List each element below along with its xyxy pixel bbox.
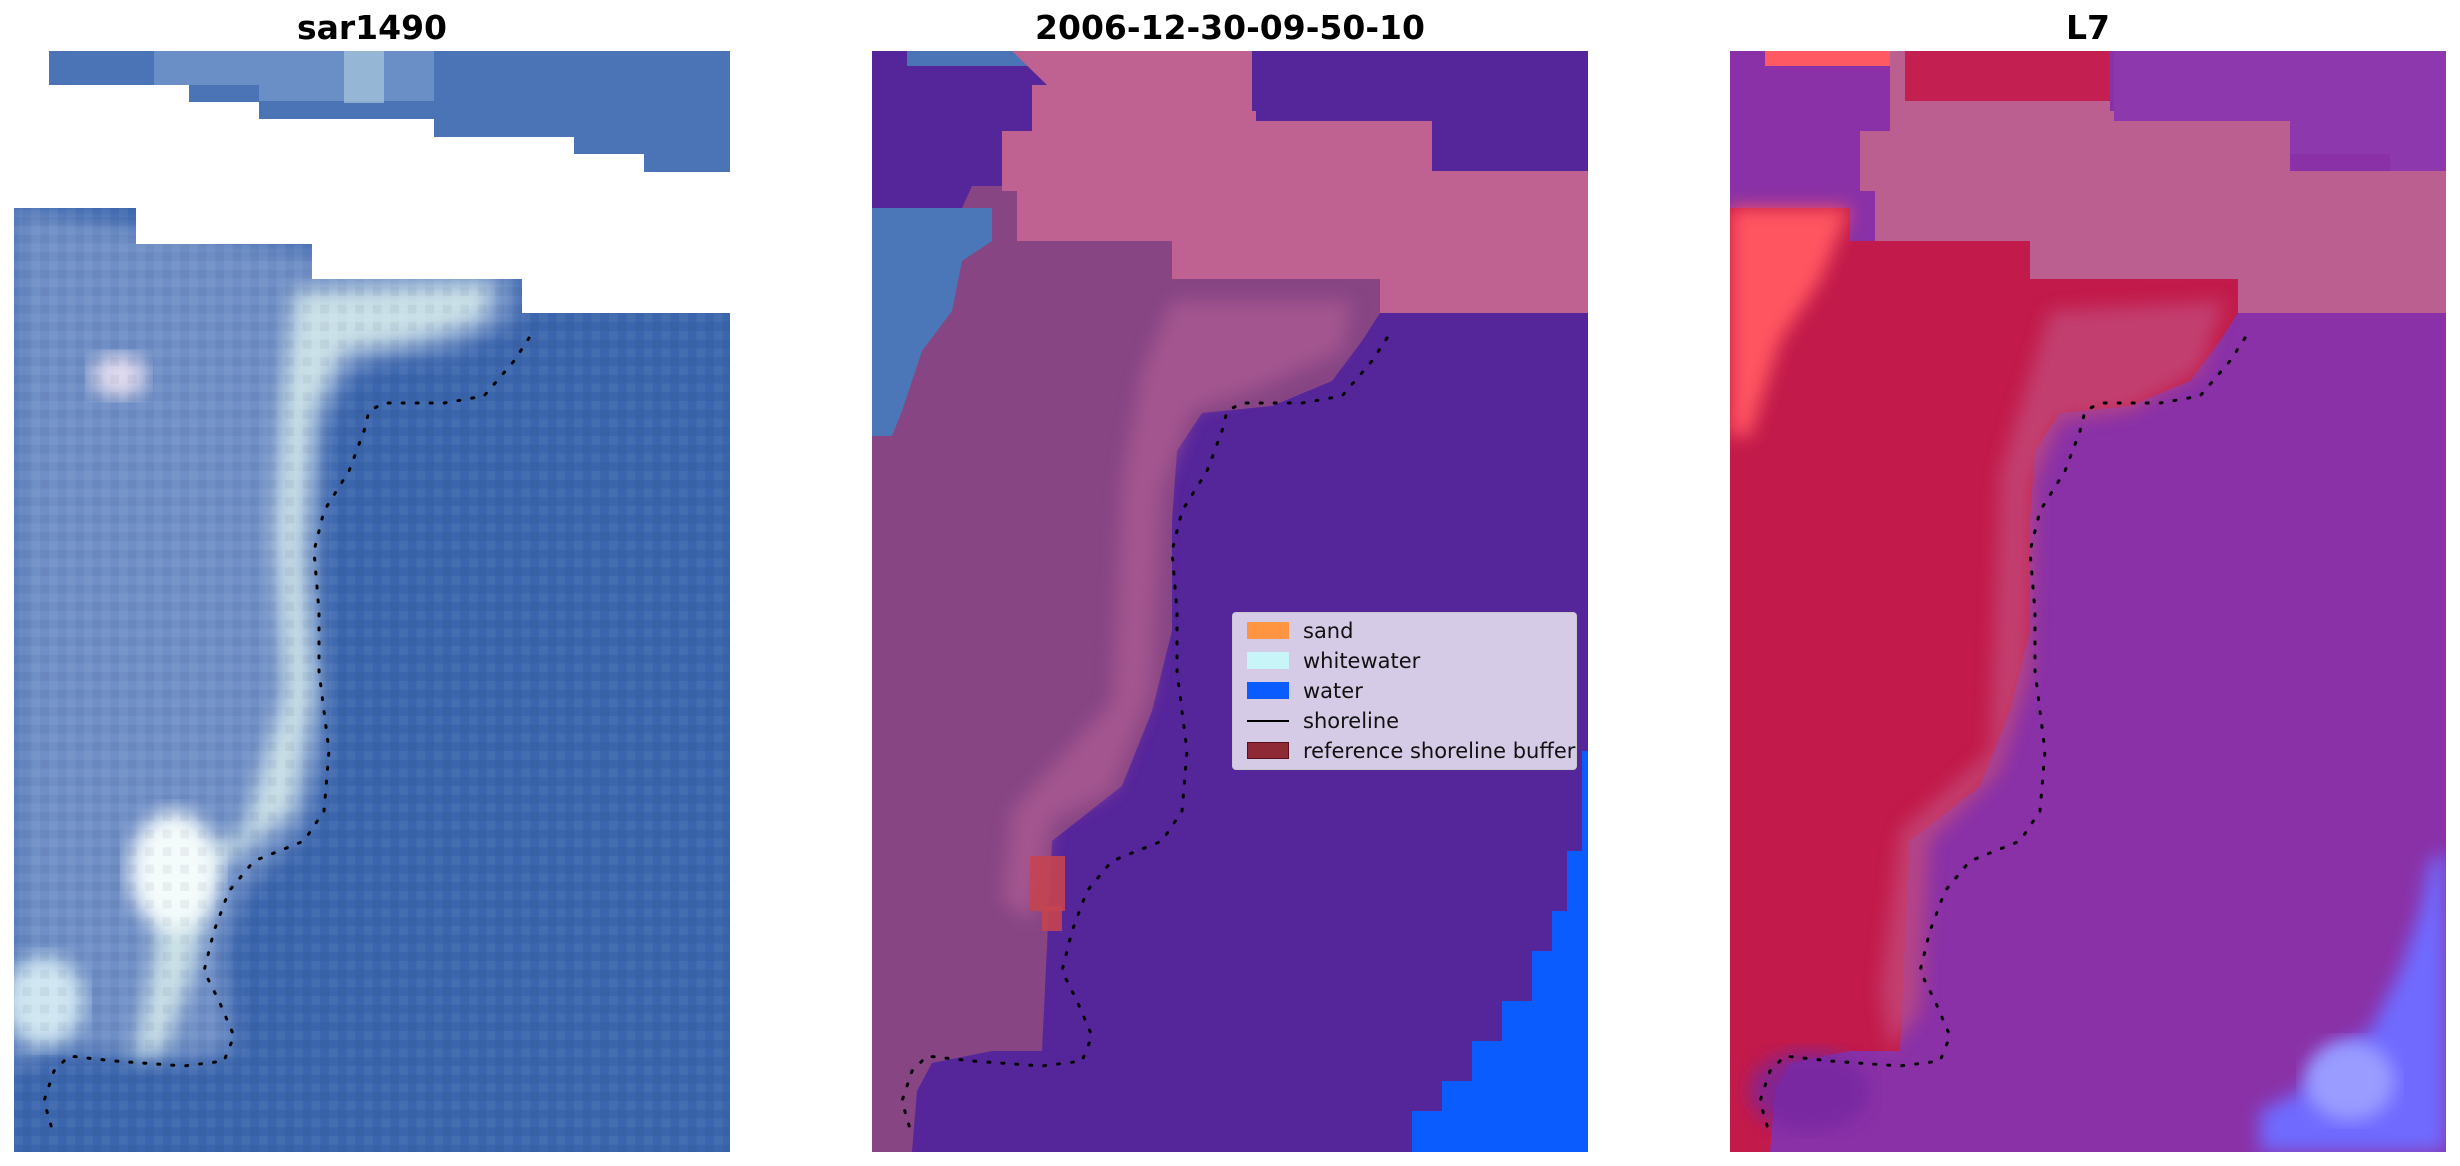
water-swatch (1247, 682, 1289, 699)
legend-item-sand: sand (1241, 617, 1571, 645)
shoreline-line-swatch (1247, 720, 1289, 722)
legend-item-shoreline: shoreline (1241, 707, 1571, 735)
image-panel-index (1730, 51, 2446, 1152)
legend: sand whitewater water shoreline referenc… (1232, 612, 1577, 770)
legend-label-reference-buffer: reference shoreline buffer (1303, 739, 1576, 763)
image-panel-classified (872, 51, 1588, 1152)
sand-swatch (1247, 622, 1289, 639)
whitewater-swatch (1247, 652, 1289, 669)
legend-item-whitewater: whitewater (1241, 647, 1571, 675)
image-panel-rgb (14, 51, 730, 1152)
legend-label-shoreline: shoreline (1303, 709, 1400, 733)
panel-title-index: L7 (2066, 8, 2110, 47)
legend-item-reference-buffer: reference shoreline buffer (1241, 737, 1575, 765)
panel-title-rgb: sar1490 (296, 8, 448, 47)
legend-label-water: water (1303, 679, 1363, 703)
reference-buffer-swatch (1247, 742, 1289, 759)
panel-title-classified: 2006-12-30-09-50-10 (1035, 8, 1425, 47)
legend-label-sand: sand (1303, 619, 1354, 643)
legend-item-water: water (1241, 677, 1571, 705)
legend-label-whitewater: whitewater (1303, 649, 1421, 673)
